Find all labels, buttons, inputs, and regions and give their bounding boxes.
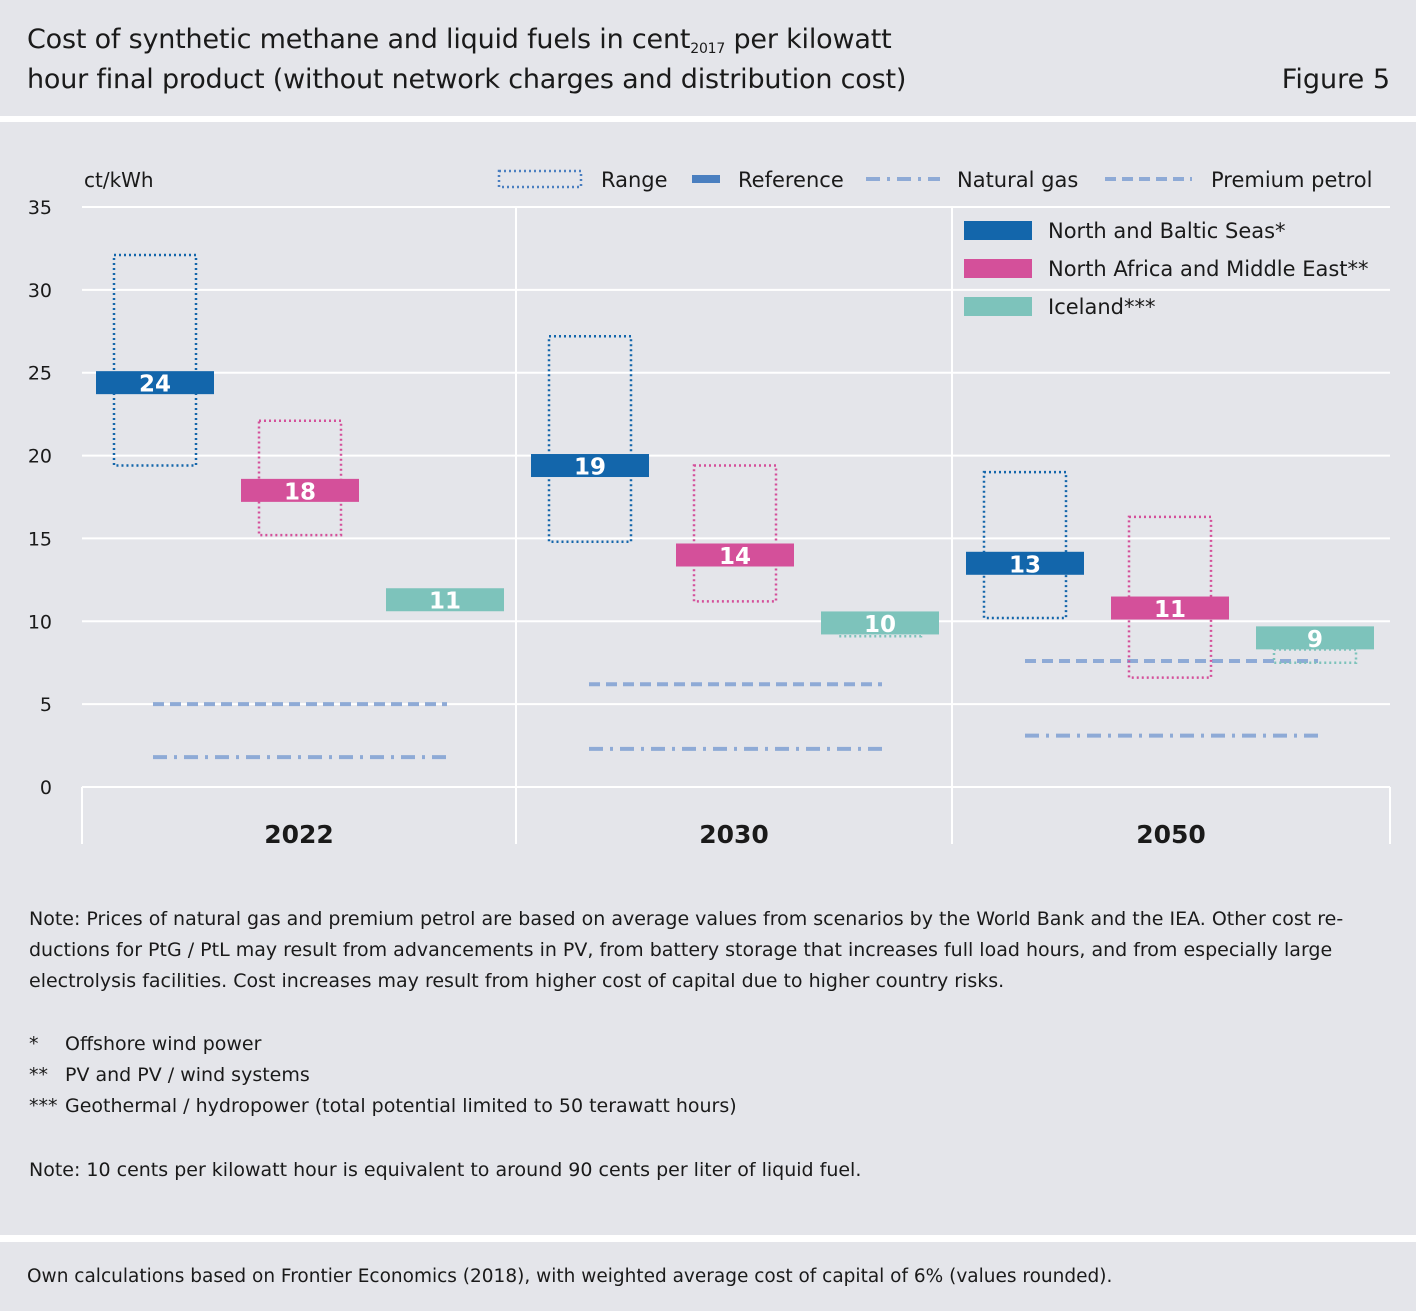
footnote-1-mark: * [29,1033,39,1055]
bar-value-label: 19 [574,455,606,481]
legend-range-label: Range [601,168,668,192]
header: Cost of synthetic methane and liquid fue… [0,0,1416,116]
title-part-b: per kilowatt [725,24,892,55]
note-line-3: electrolysis facilities. Cost increases … [29,970,1005,992]
chart-title-line2: hour final product (without network char… [27,64,907,95]
bar-value-label: 11 [1154,597,1186,623]
chart: 0 5 10 15 20 25 30 35 ct/kWh 2022 2030 2050 24 19 13 18… [28,168,1391,849]
reference-bar [531,454,649,478]
category-label: 2030 [699,820,769,849]
footnote-1: * Offshore wind power [29,1033,261,1055]
reference-bar [1111,596,1229,620]
bar-value-label: 9 [1307,627,1323,653]
reference-bar [821,611,939,635]
y-tick-label: 35 [28,197,52,219]
y-tick-label: 10 [28,611,52,633]
category-label: 2050 [1136,820,1206,849]
reference-bar [966,551,1084,575]
footnote-3-text: Geothermal / hydropower (total potential… [65,1095,737,1117]
footnote-2-mark: ** [29,1064,48,1086]
y-tick-label: 30 [28,280,52,302]
reference-bar [1256,626,1374,650]
legend-reference-swatch [692,175,720,183]
bar-value-label: 13 [1009,552,1041,578]
chart-title: Cost of synthetic methane and liquid fue… [27,24,892,57]
y-tick-label: 15 [28,528,52,550]
legend-region-label: North and Baltic Seas* [1048,219,1286,243]
note-conversion: Note: 10 cents per kilowatt hour is equi… [29,1159,862,1181]
y-tick-label: 5 [40,694,52,716]
footnote-2-text: PV and PV / wind systems [65,1064,310,1086]
legend-reference-label: Reference [738,168,844,192]
reference-bar [676,543,794,567]
bar-value-label: 24 [139,372,171,398]
bar-value-label: 18 [284,479,316,505]
source-note: Own calculations based on Frontier Econo… [27,1266,1113,1287]
reference-bar [241,478,359,502]
legend-region-swatch [964,259,1032,278]
bar-value-label: 11 [429,589,461,615]
title-subscript: 2017 [690,41,726,57]
range-box [982,470,1068,620]
legend-premium-petrol-label: Premium petrol [1211,168,1372,192]
legend-region-swatch [964,297,1032,316]
footnote-3-mark: *** [29,1095,58,1117]
y-axis-label: ct/kWh [84,168,154,192]
footnote-1-text: Offshore wind power [65,1033,262,1055]
range-box [112,253,198,467]
footer: Own calculations based on Frontier Econo… [0,1242,1416,1311]
y-tick-label: 20 [28,446,52,468]
legend-range-swatch [497,169,583,189]
range-box [257,419,343,537]
figure-label: Figure 5 [1281,64,1390,95]
footnote-2: ** PV and PV / wind systems [29,1064,310,1086]
chart-panel: 0 5 10 15 20 25 30 35 ct/kWh 2022 2030 2050 24 19 13 18… [0,122,1416,1235]
note-line-1: Note: Prices of natural gas and premium … [29,908,1344,930]
legend-natural-gas-label: Natural gas [957,168,1078,192]
bar-value-label: 14 [719,544,751,570]
y-tick-label: 0 [40,777,52,799]
y-tick-label: 25 [28,363,52,385]
bar-value-label: 10 [864,612,896,638]
range-box [547,335,633,543]
range-box [1272,648,1358,664]
legend-region-swatch [964,221,1032,240]
range-box [692,464,778,603]
title-part-a: Cost of synthetic methane and liquid fue… [27,24,691,55]
reference-bar [96,371,214,395]
reference-bar [386,588,504,612]
note-line-2: ductions for PtG / PtL may result from a… [29,939,1333,961]
footnote-3: *** Geothermal / hydropower (total potent… [29,1095,737,1117]
legend-region-label: North Africa and Middle East** [1048,257,1369,281]
legend-region-label: Iceland*** [1048,295,1156,319]
category-label: 2022 [264,820,334,849]
